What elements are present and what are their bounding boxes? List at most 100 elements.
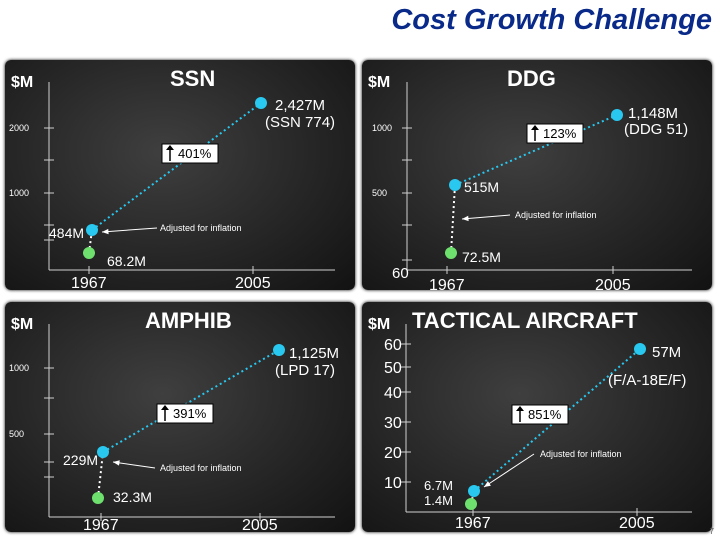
end-point bbox=[255, 97, 267, 109]
inflation-note: Adjusted for inflation bbox=[540, 449, 622, 459]
page-number: 7 bbox=[709, 527, 714, 536]
base-value-label: 72.5M bbox=[462, 249, 501, 265]
end-value-label: 1,125M bbox=[289, 345, 339, 362]
growth-line bbox=[102, 349, 280, 453]
growth-badge: 391% bbox=[156, 403, 214, 424]
y-tick-label: 1000 bbox=[372, 123, 392, 133]
y-tick-label: 60 bbox=[384, 337, 402, 354]
up-arrow-head-icon bbox=[166, 145, 174, 150]
inflation-arrow-head-icon bbox=[484, 481, 491, 487]
y-tick-label: 2000 bbox=[9, 123, 29, 133]
growth-percent-label: 123% bbox=[543, 126, 577, 141]
base-point bbox=[465, 498, 477, 510]
base-point bbox=[83, 247, 95, 259]
inflation-arrow bbox=[483, 453, 535, 488]
growth-percent-label: 851% bbox=[528, 407, 562, 422]
growth-percent-label: 391% bbox=[173, 406, 207, 421]
chart-svg: 60 50 40 30 20 10 1967 2005 6.7M 57M (F/A-18E/F) 1.… bbox=[384, 324, 692, 532]
inflation-note: Adjusted for inflation bbox=[515, 210, 597, 220]
inflation-line bbox=[450, 184, 456, 254]
inflation-arrow-head-icon bbox=[113, 460, 120, 466]
y-tick-label: 1000 bbox=[9, 363, 29, 373]
inflation-line bbox=[97, 451, 104, 499]
x-tick-label: 1967 bbox=[71, 275, 107, 290]
x-tick-label: 2005 bbox=[235, 275, 271, 290]
x-tick-label: 2005 bbox=[619, 515, 655, 532]
start-value-label: 484M bbox=[49, 225, 84, 241]
y-tick-label: 10 bbox=[384, 475, 402, 492]
y-tick-label: 500 bbox=[372, 188, 387, 198]
y-tick-label: 500 bbox=[9, 429, 24, 439]
start-point bbox=[86, 224, 98, 236]
start-value-label: 6.7M bbox=[424, 478, 453, 493]
growth-line bbox=[91, 102, 262, 231]
y-tick-label: 30 bbox=[384, 415, 402, 432]
base-value-label: 32.3M bbox=[113, 489, 152, 505]
growth-badge: 851% bbox=[511, 404, 569, 425]
y-axis-unit-label: $M bbox=[11, 74, 34, 91]
start-value-label: 515M bbox=[464, 179, 499, 195]
y-tick-label: 60 bbox=[392, 265, 409, 282]
growth-line bbox=[473, 348, 641, 492]
growth-box bbox=[526, 123, 584, 144]
base-point bbox=[92, 492, 104, 504]
chart-title: DDG bbox=[507, 66, 556, 91]
x-tick-label: 2005 bbox=[595, 277, 631, 290]
growth-box bbox=[161, 143, 219, 164]
chart-svg: 2000 1000 1967 2005 484M 2,427M(SSN 774) 68.2M… bbox=[9, 82, 335, 290]
x-tick-label: 1967 bbox=[455, 515, 491, 532]
ddg-chart-panel: DDG $M 1000 500 60 1967 2005 515M 1,148M (DDG 51)… bbox=[362, 60, 712, 290]
y-tick-label: 1000 bbox=[9, 188, 29, 198]
page-title: Cost Growth Challenge bbox=[391, 4, 712, 36]
y-axis-unit-label: $M bbox=[11, 316, 34, 333]
growth-box bbox=[511, 404, 569, 425]
x-tick-label: 1967 bbox=[429, 277, 465, 290]
end-program-label: (LPD 17) bbox=[275, 362, 335, 379]
up-arrow-head-icon bbox=[531, 125, 539, 130]
y-tick-label: 50 bbox=[384, 360, 402, 377]
growth-box bbox=[156, 403, 214, 424]
base-value-label: 68.2M bbox=[107, 253, 146, 269]
start-point bbox=[97, 446, 109, 458]
growth-badge: 123% bbox=[526, 123, 584, 144]
inflation-arrow bbox=[112, 461, 156, 469]
growth-percent-label: 401% bbox=[178, 146, 212, 161]
end-program-label: (SSN 774) bbox=[265, 114, 335, 131]
start-point bbox=[468, 485, 480, 497]
inflation-arrow-head-icon bbox=[102, 228, 109, 235]
end-point bbox=[273, 344, 285, 356]
end-value-label: 2,427M bbox=[275, 97, 325, 114]
x-tick-label: 2005 bbox=[242, 517, 278, 532]
start-point bbox=[449, 179, 461, 191]
inflation-arrow bbox=[461, 214, 511, 220]
chart-title: AMPHIB bbox=[145, 308, 232, 333]
x-tick-label: 1967 bbox=[83, 517, 119, 532]
y-tick-label: 20 bbox=[384, 445, 402, 462]
up-arrow-head-icon bbox=[516, 406, 524, 411]
base-value-label: 1.4M bbox=[424, 493, 453, 508]
chart-title: TACTICAL AIRCRAFT bbox=[412, 308, 638, 333]
end-value-label: 1,148M bbox=[628, 105, 678, 122]
end-point bbox=[611, 109, 623, 121]
end-program-label: (F/A-18E/F) bbox=[608, 372, 686, 389]
inflation-note: Adjusted for inflation bbox=[160, 463, 242, 473]
inflation-arrow-head-icon bbox=[462, 215, 469, 222]
y-tick-label: 40 bbox=[384, 385, 402, 402]
inflation-line bbox=[88, 229, 93, 254]
end-point bbox=[634, 343, 646, 355]
start-value-label: 229M bbox=[63, 452, 98, 468]
growth-badge: 401% bbox=[161, 143, 219, 164]
inflation-arrow bbox=[101, 227, 158, 233]
base-point bbox=[445, 247, 457, 259]
inflation-note: Adjusted for inflation bbox=[160, 223, 242, 233]
chart-svg: 1000 500 60 1967 2005 515M 1,148M(DDG 51) 72.5M… bbox=[372, 82, 692, 290]
up-arrow-head-icon bbox=[161, 405, 169, 410]
chart-title: SSN bbox=[170, 66, 216, 91]
y-axis-unit-label: $M bbox=[368, 74, 391, 91]
y-axis-unit-label: $M bbox=[368, 316, 391, 333]
ssn-chart-panel: SSN $M 2000 1000 1967 2005 484M 2,427M (SSN 774)… bbox=[5, 60, 355, 290]
chart-svg: 1000 500 1967 2005 229M 1,125M(LPD 17) 32.3M 39… bbox=[9, 324, 339, 532]
tactical-aircraft-chart-panel: TACTICAL AIRCRAFT $M 60 50 40 30 20 10 1967 2005 6… bbox=[362, 302, 712, 532]
end-program-label: (DDG 51) bbox=[624, 121, 688, 138]
amphib-chart-panel: AMPHIB $M 1000 500 1967 2005 229M 1,125M (LPD 17… bbox=[5, 302, 355, 532]
